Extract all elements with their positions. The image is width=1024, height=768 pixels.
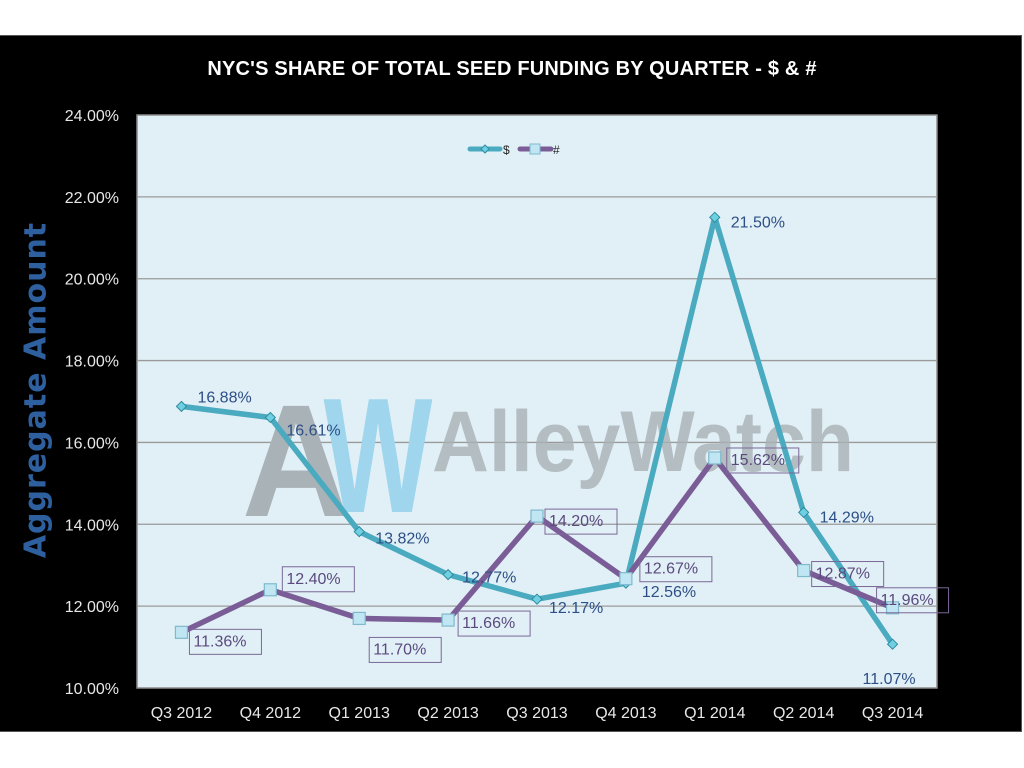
data-label-dollar: 14.29% — [820, 509, 874, 526]
gridlines — [137, 196, 937, 607]
x-tick-label: Q3 2013 — [506, 705, 567, 722]
data-label-dollar: 11.07% — [863, 671, 916, 688]
data-label-count: 11.36% — [193, 633, 246, 650]
y-tick-label: 24.00% — [65, 108, 119, 125]
legend-item-dollar: $ — [467, 143, 510, 157]
series-count — [174, 451, 900, 639]
data-label-count: 11.66% — [462, 615, 515, 632]
data-point-square — [263, 583, 277, 597]
data-label-dollar: 12.56% — [642, 584, 696, 601]
data-label-box — [457, 610, 531, 637]
x-axis-ticks: Q3 2012 Q4 2012 Q1 2013 Q2 2013 Q3 2013 Q4 20… — [151, 705, 924, 722]
data-label-box — [544, 508, 618, 535]
data-label-box — [639, 556, 713, 583]
watermark-logo-a: A — [242, 372, 350, 550]
series-group: 16.88% 16.61% 13.82% 12.77% 12.17% 12.56% 21.5… — [174, 211, 950, 688]
legend-square-icon — [529, 143, 541, 155]
y-tick-label: 20.00% — [65, 272, 119, 289]
y-tick-label: 14.00% — [65, 517, 119, 534]
legend: $ # — [467, 143, 560, 157]
y-tick-label: 12.00% — [65, 599, 119, 616]
data-point-square — [174, 625, 189, 639]
data-label-box — [876, 587, 950, 614]
x-tick-label: Q4 2012 — [240, 705, 301, 722]
data-label-box — [281, 566, 355, 593]
data-label-count: 15.62% — [731, 452, 785, 469]
data-label-box — [188, 628, 262, 655]
legend-label: # — [553, 143, 560, 157]
x-tick-label: Q2 2013 — [417, 705, 478, 722]
x-tick-label: Q1 2014 — [684, 705, 745, 722]
legend-item-count: # — [517, 143, 560, 157]
data-point-square — [708, 451, 722, 465]
data-label-box — [726, 447, 800, 474]
x-tick-label: Q3 2014 — [862, 705, 923, 722]
legend-diamond-icon — [480, 144, 490, 154]
x-tick-label: Q2 2014 — [773, 705, 834, 722]
data-point-square — [530, 509, 544, 523]
data-label-box — [368, 636, 442, 663]
x-tick-label: Q4 2013 — [595, 705, 656, 722]
data-label-dollar: 16.88% — [197, 389, 251, 406]
y-axis-ticks: 10.00% 12.00% 14.00% 16.00% 18.00% 20.00% 22.0… — [65, 108, 119, 698]
data-point-square — [797, 563, 811, 578]
data-label-count: 14.20% — [549, 513, 603, 530]
x-tick-label: Q1 2013 — [329, 705, 390, 722]
data-label-count: 11.70% — [373, 641, 426, 658]
data-point-diamond — [797, 506, 810, 519]
data-label-count: 12.87% — [816, 566, 870, 583]
data-label-count: 11.96% — [881, 592, 934, 609]
data-point-diamond — [264, 411, 277, 424]
data-point-square — [441, 613, 455, 627]
data-point-diamond — [353, 525, 365, 538]
watermark-logo-w: W — [323, 365, 432, 548]
x-tick-label: Q3 2012 — [151, 705, 212, 722]
data-label-box — [811, 561, 885, 588]
data-label-dollar: 12.77% — [462, 570, 516, 587]
data-point-square — [619, 572, 633, 586]
chart-title: NYC'S SHARE OF TOTAL SEED FUNDING BY QUA… — [207, 58, 817, 80]
legend-label: $ — [503, 143, 510, 157]
data-label-count: 12.67% — [644, 561, 698, 578]
data-label-dollar: 12.17% — [549, 600, 603, 617]
y-tick-label: 18.00% — [65, 354, 119, 371]
y-tick-label: 10.00% — [65, 681, 119, 698]
data-label-dollar: 13.82% — [375, 531, 429, 548]
y-tick-label: 22.00% — [65, 190, 119, 207]
y-tick-label: 16.00% — [65, 435, 119, 452]
data-point-diamond — [886, 638, 899, 650]
data-point-square — [885, 601, 900, 615]
data-point-square — [352, 611, 366, 626]
data-point-diamond — [531, 593, 543, 605]
data-labels: 16.88% 16.61% 13.82% 12.77% 12.17% 12.56% 21.5… — [188, 214, 950, 688]
data-label-count: 12.40% — [286, 571, 340, 588]
data-point-diamond — [709, 211, 721, 224]
data-label-dollar: 21.50% — [731, 214, 785, 231]
data-point-diamond — [442, 568, 454, 581]
data-label-dollar: 16.61% — [286, 422, 340, 439]
data-point-diamond — [175, 400, 188, 413]
